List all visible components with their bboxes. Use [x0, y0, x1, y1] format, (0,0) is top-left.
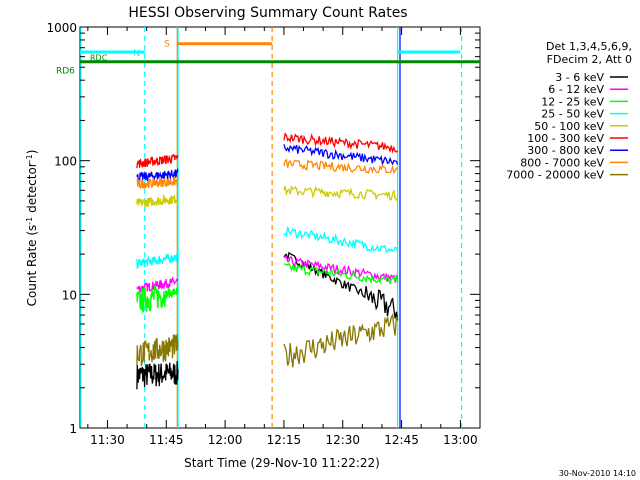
series-2-segment-1 — [283, 262, 399, 285]
series-6-segment-1 — [283, 144, 399, 167]
flag-n: N — [80, 49, 461, 59]
series-4-segment-1 — [283, 185, 399, 202]
x-tick-label-0: 11:30 — [90, 433, 125, 447]
series-layer — [136, 132, 399, 390]
legend-label-1: 6 - 12 keV — [548, 83, 604, 96]
legend-entry-4: 50 - 100 keV — [534, 120, 628, 133]
legend-entry-0: 3 - 6 keV — [555, 71, 628, 84]
legend-label-4: 50 - 100 keV — [534, 120, 604, 133]
series-3-segment-0 — [136, 251, 179, 270]
legend-header-line1: Det 1,3,4,5,6,9, — [546, 40, 632, 53]
series-8 — [136, 313, 399, 368]
legend-entry-1: 6 - 12 keV — [548, 83, 628, 96]
legend-label-0: 3 - 6 keV — [555, 71, 604, 84]
legend-label-7: 800 - 7000 keV — [520, 156, 604, 169]
x-tick-label-4: 12:30 — [325, 433, 360, 447]
flag-rdc-label: RDC — [90, 54, 108, 63]
series-1-segment-0 — [136, 276, 179, 293]
x-tick-label-2: 12:00 — [208, 433, 243, 447]
series-3-segment-1 — [283, 226, 399, 254]
series-6-segment-0 — [136, 167, 179, 182]
y-axis-label: Count Rate (s-1 detector-1) — [25, 150, 40, 307]
series-2 — [136, 262, 399, 315]
legend-entry-7: 800 - 7000 keV — [520, 156, 628, 169]
y-tick-label-1: 10 — [62, 288, 77, 302]
flag-rd6: RD6 — [56, 60, 480, 77]
legend-entry-2: 12 - 25 keV — [541, 95, 628, 108]
series-1 — [136, 255, 399, 293]
series-3 — [136, 226, 399, 270]
legend-entry-5: 100 - 300 keV — [527, 132, 628, 145]
y-tick-label-3: 1000 — [46, 21, 77, 35]
series-5-segment-0 — [136, 153, 179, 169]
axes: 11:30 11:45 12:00 12:15 12:30 12:45 13:00 1 10 10… — [46, 21, 481, 447]
legend-label-6: 300 - 800 keV — [527, 144, 604, 157]
flag-s-label: S — [164, 40, 170, 50]
series-0-segment-0 — [136, 361, 179, 390]
time-markers — [80, 27, 463, 428]
series-7-segment-1 — [283, 158, 399, 175]
x-tick-label-5: 12:45 — [384, 433, 419, 447]
legend-entry-6: 300 - 800 keV — [527, 144, 628, 157]
legend-label-2: 12 - 25 keV — [541, 95, 604, 108]
legend-label-3: 25 - 50 keV — [541, 108, 604, 121]
y-tick-label-0: 1 — [69, 422, 77, 436]
flag-n-label: N — [133, 49, 140, 59]
series-6 — [136, 144, 399, 182]
legend-header-line2: FDecim 2, Att 0 — [547, 53, 632, 66]
plot-area — [79, 26, 481, 429]
series-5 — [136, 132, 399, 169]
y-tick-label-2: 100 — [54, 155, 77, 169]
footer-timestamp: 30-Nov-2010 14:10 — [559, 469, 636, 478]
series-1-segment-1 — [283, 255, 399, 283]
x-axis-label: Start Time (29-Nov-10 11:22:22) — [184, 456, 380, 470]
series-7-segment-0 — [136, 176, 179, 190]
x-tick-label-6: 13:00 — [443, 433, 478, 447]
flag-layer: N S RD6 RDC — [56, 40, 480, 77]
flag-s: S — [164, 40, 273, 50]
legend: Det 1,3,4,5,6,9, FDecim 2, Att 0 3 - 6 k… — [506, 40, 632, 182]
series-5-segment-1 — [283, 132, 399, 154]
legend-label-8: 7000 - 20000 keV — [506, 169, 604, 182]
legend-entry-3: 25 - 50 keV — [541, 108, 628, 121]
series-2-segment-0 — [136, 285, 179, 315]
legend-entry-8: 7000 - 20000 keV — [506, 169, 628, 182]
legend-label-5: 100 - 300 keV — [527, 132, 604, 145]
x-tick-label-1: 11:45 — [149, 433, 184, 447]
series-0-segment-1 — [283, 251, 399, 321]
series-4 — [136, 185, 399, 208]
series-8-segment-0 — [136, 333, 179, 367]
x-tick-label-3: 12:15 — [267, 433, 302, 447]
flag-rd6-label: RD6 — [56, 67, 75, 77]
series-0 — [136, 251, 399, 390]
series-7 — [136, 158, 399, 190]
series-8-segment-1 — [283, 313, 399, 368]
series-4-segment-0 — [136, 193, 179, 208]
plot-frame — [79, 26, 481, 429]
chart-title: HESSI Observing Summary Count Rates — [128, 5, 407, 21]
